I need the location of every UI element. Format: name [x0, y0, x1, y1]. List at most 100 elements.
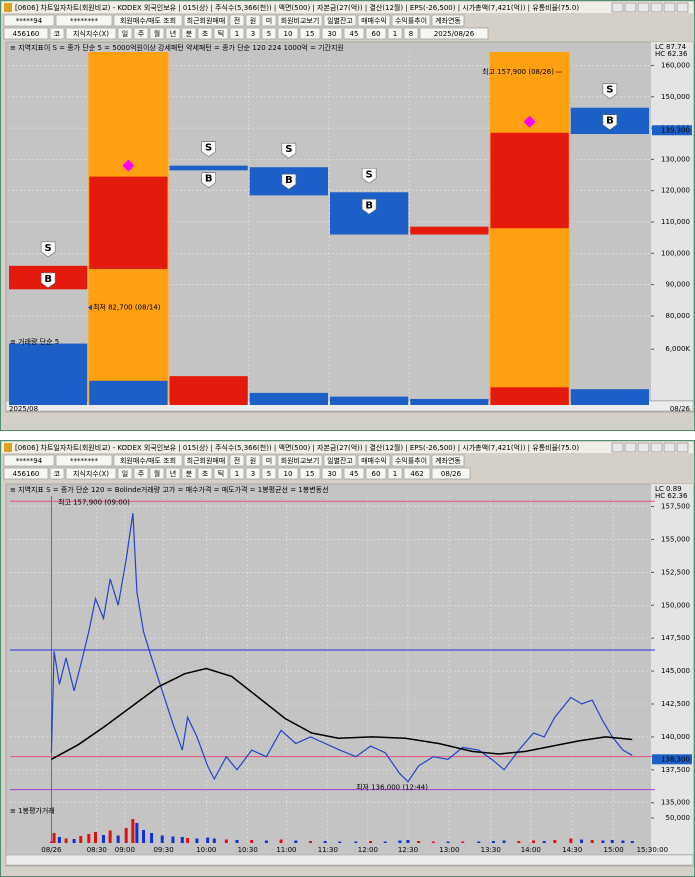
toolbar-button[interactable]: [183, 454, 229, 467]
toolbar-button[interactable]: [181, 27, 197, 40]
window-button[interactable]: [650, 2, 663, 13]
toolbar-button[interactable]: [261, 27, 277, 40]
toolbar-button[interactable]: [65, 27, 117, 40]
toolbar-button[interactable]: [403, 467, 431, 480]
toolbar-button[interactable]: [431, 454, 465, 467]
axis-info: HC 62.36: [655, 492, 688, 500]
toolbar-button[interactable]: [113, 14, 183, 27]
toolbar-button[interactable]: [229, 454, 245, 467]
toolbar-button[interactable]: [357, 14, 391, 27]
toolbar-label: 원: [250, 16, 256, 25]
toolbar-label: 최근회원매매: [187, 16, 226, 25]
toolbar-button[interactable]: [277, 27, 299, 40]
toolbar-button[interactable]: [229, 467, 245, 480]
window-button[interactable]: [637, 442, 650, 453]
toolbar-button[interactable]: [229, 27, 245, 40]
toolbar-button[interactable]: [277, 467, 299, 480]
toolbar-button[interactable]: [245, 467, 261, 480]
x-tick-label: 13:00: [439, 846, 459, 854]
window-button[interactable]: [650, 442, 663, 453]
y-tick-label: 142,500: [661, 700, 690, 708]
toolbar-button[interactable]: [387, 27, 403, 40]
window-button[interactable]: [611, 2, 624, 13]
toolbar-label: 미: [266, 456, 272, 465]
toolbar-button[interactable]: [55, 454, 113, 467]
toolbar-button[interactable]: [3, 467, 49, 480]
toolbar-button[interactable]: [197, 467, 213, 480]
toolbar-button[interactable]: [165, 27, 181, 40]
toolbar-button[interactable]: [245, 14, 261, 27]
window-button[interactable]: [663, 442, 676, 453]
toolbar-button[interactable]: [65, 467, 117, 480]
toolbar-button[interactable]: [365, 27, 387, 40]
toolbar-button[interactable]: [133, 27, 149, 40]
toolbar-button[interactable]: [261, 454, 277, 467]
toolbar-button[interactable]: [357, 454, 391, 467]
window-button[interactable]: [663, 2, 676, 13]
toolbar-button[interactable]: [149, 467, 165, 480]
toolbar-button[interactable]: [343, 467, 365, 480]
toolbar-label: 코: [54, 470, 61, 478]
toolbar-button[interactable]: [245, 27, 261, 40]
toolbar-label: 전: [234, 456, 240, 465]
toolbar-button[interactable]: [117, 27, 133, 40]
toolbar-label: 일: [122, 469, 128, 478]
toolbar-button[interactable]: [299, 27, 321, 40]
toolbar-button[interactable]: [277, 14, 323, 27]
toolbar-button[interactable]: [321, 27, 343, 40]
toolbar-button[interactable]: [165, 467, 181, 480]
toolbar-button[interactable]: [245, 454, 261, 467]
toolbar-button[interactable]: [431, 467, 471, 480]
toolbar-button[interactable]: [229, 14, 245, 27]
toolbar-button[interactable]: [419, 27, 489, 40]
toolbar-button[interactable]: [391, 14, 431, 27]
volume-bar: [135, 823, 139, 843]
toolbar-button[interactable]: [391, 454, 431, 467]
toolbar-button[interactable]: [431, 14, 465, 27]
toolbar-button[interactable]: [277, 454, 323, 467]
toolbar-button[interactable]: [55, 14, 113, 27]
window-button[interactable]: [676, 2, 689, 13]
toolbar-label: 코: [54, 30, 61, 38]
toolbar-button[interactable]: [49, 467, 65, 480]
volume-bar: [279, 839, 283, 843]
toolbar-button[interactable]: [261, 14, 277, 27]
window-button[interactable]: [676, 442, 689, 453]
toolbar-button[interactable]: [387, 467, 403, 480]
toolbar-button[interactable]: [299, 467, 321, 480]
current-price-box: [652, 125, 692, 136]
toolbar-button[interactable]: [197, 27, 213, 40]
toolbar-button[interactable]: [213, 467, 229, 480]
toolbar-button[interactable]: [149, 27, 165, 40]
buy-signal-box: [602, 114, 618, 131]
toolbar-button[interactable]: [181, 467, 197, 480]
window-button[interactable]: [624, 2, 637, 13]
toolbar-button[interactable]: [261, 467, 277, 480]
x-label: 2025/08: [9, 405, 38, 413]
toolbar-button[interactable]: [113, 454, 183, 467]
toolbar-button[interactable]: [323, 454, 357, 467]
toolbar-button[interactable]: [3, 454, 55, 467]
toolbar-button[interactable]: [365, 467, 387, 480]
toolbar-button[interactable]: [117, 467, 133, 480]
volume-bar: [180, 837, 184, 843]
toolbar-button[interactable]: [343, 27, 365, 40]
toolbar-button[interactable]: [183, 14, 229, 27]
volume-bar: [64, 838, 68, 843]
x-tick-label: 09:30: [153, 846, 173, 854]
toolbar-button[interactable]: [49, 27, 65, 40]
volume-bar: [570, 389, 649, 405]
window-button[interactable]: [637, 2, 650, 13]
toolbar-button[interactable]: [321, 467, 343, 480]
toolbar-button[interactable]: [213, 27, 229, 40]
toolbar-button[interactable]: [3, 14, 55, 27]
toolbar-button[interactable]: [403, 27, 419, 40]
toolbar-button[interactable]: [3, 27, 49, 40]
volume-bar: [491, 841, 495, 843]
toolbar-button[interactable]: [133, 467, 149, 480]
window-button[interactable]: [611, 442, 624, 453]
toolbar-button[interactable]: [323, 14, 357, 27]
scrollbar[interactable]: [5, 854, 694, 866]
window-button[interactable]: [624, 442, 637, 453]
